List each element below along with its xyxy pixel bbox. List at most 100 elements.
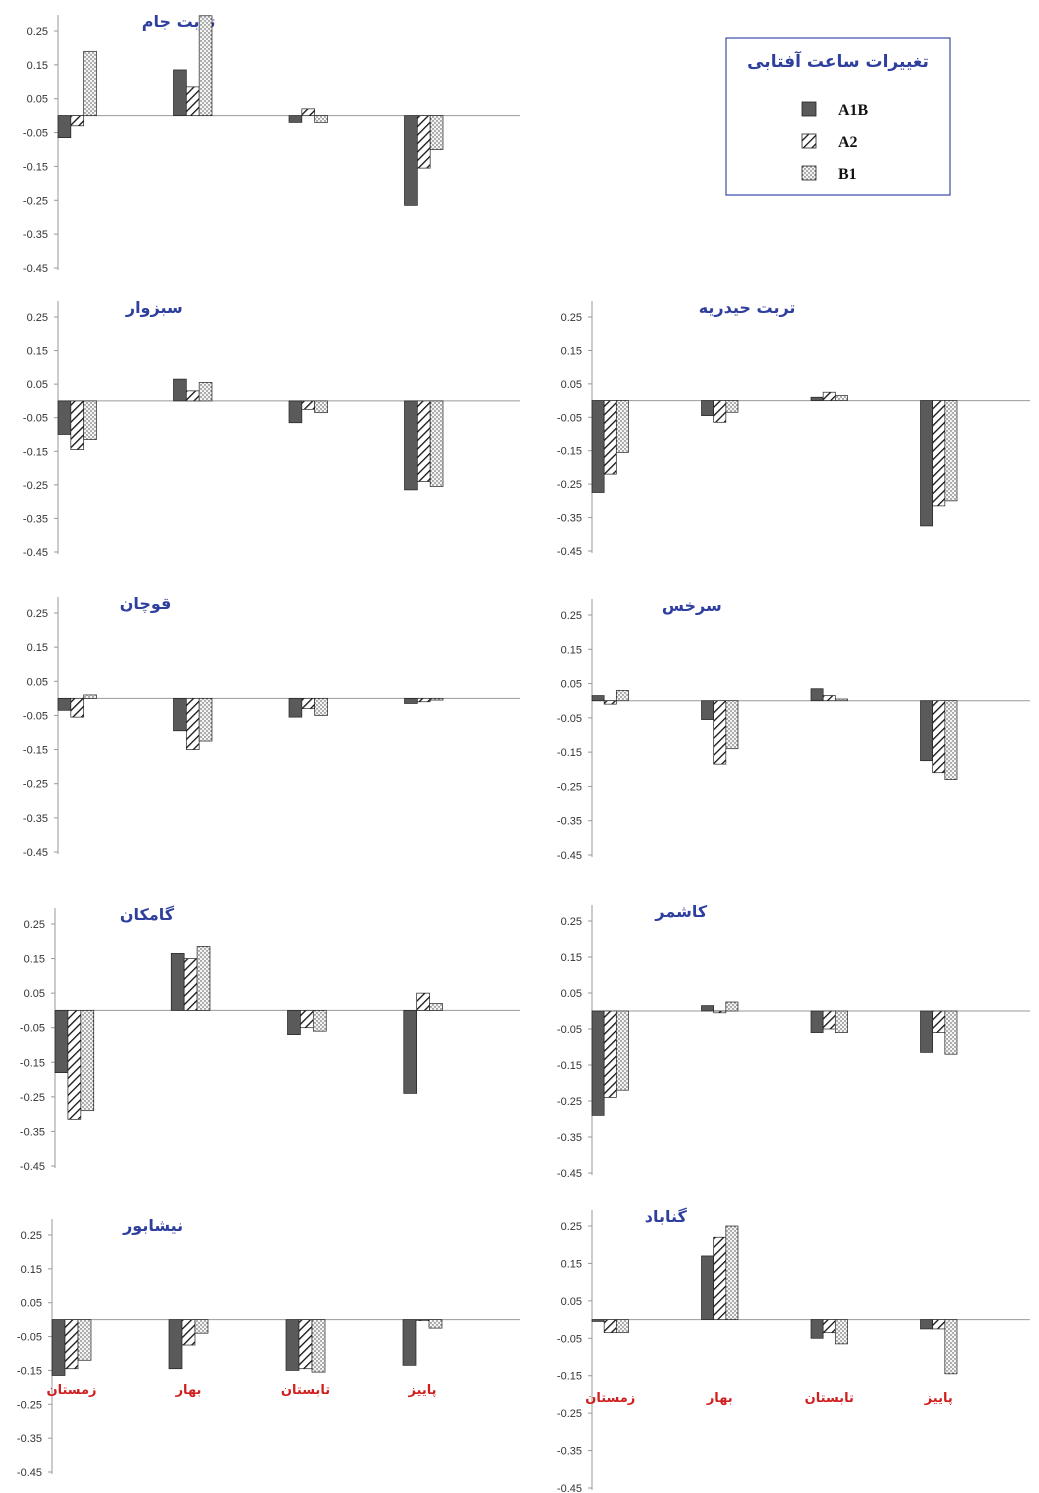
bar-winter-b1 [615, 1010, 629, 1091]
y-tick-label: -0.25 [557, 479, 582, 491]
bar-autumn-b1 [944, 1010, 958, 1055]
bar-winter-a1b [51, 1319, 66, 1376]
chart-title: تربت جام [142, 12, 216, 31]
y-tick-label: 0.05 [21, 1298, 42, 1310]
bar-spring-a2 [713, 1010, 727, 1014]
bar-autumn-a2 [416, 115, 431, 169]
bar-summer-b1 [312, 1010, 327, 1032]
bar-spring-b1 [725, 1225, 739, 1320]
chart-title: گناباد [645, 1207, 688, 1226]
bar-summer-a1b [287, 1010, 301, 1035]
bar-spring-a2 [185, 390, 200, 402]
y-tick-label: 0.25 [27, 608, 48, 620]
bar-spring-a2 [183, 958, 198, 1011]
y-tick-label: -0.05 [557, 1333, 582, 1345]
y-tick-label: 0.15 [561, 644, 582, 656]
bar-spring-a1b [701, 700, 715, 720]
y-tick-label: -0.15 [557, 1060, 582, 1072]
y-tick-label: 0.05 [561, 1296, 582, 1308]
chart-title: قوچان [120, 594, 172, 614]
bar-spring-a1b [173, 69, 187, 116]
bar-winter-a2 [603, 400, 617, 475]
bar-winter-a1b [57, 698, 72, 711]
bar-summer-a2 [300, 1010, 314, 1029]
season-label-winter: زمستان [46, 1383, 96, 1398]
bar-summer-a1b [810, 1010, 824, 1033]
bar-spring-a2 [713, 700, 727, 765]
bar-summer-a1b [288, 698, 303, 718]
season-label-winter: زمستان [585, 1391, 635, 1406]
bar-summer-b1 [314, 698, 328, 716]
bar-autumn-a1b [920, 700, 934, 762]
y-tick-label: 0.25 [21, 1230, 42, 1242]
y-tick-label: -0.05 [20, 1023, 45, 1035]
chart-panel-9: 0.25 0.15 0.05 -0.05 -0.15 -0.25 -0.35 -0.45 گنا… [557, 1207, 1030, 1493]
y-tick-label: -0.45 [23, 847, 48, 859]
legend-swatch-a1b [801, 101, 817, 117]
season-label-summer: تابستان [805, 1391, 854, 1406]
bar-autumn-a1b [920, 1319, 934, 1330]
y-tick-label: -0.05 [17, 1332, 42, 1344]
y-tick-label: -0.45 [557, 546, 582, 558]
y-tick-label: 0.25 [561, 610, 582, 622]
bar-winter-a2 [603, 1010, 617, 1098]
legend-frame [725, 37, 951, 196]
bar-autumn-b1 [429, 698, 444, 701]
y-tick-label: -0.25 [23, 195, 48, 207]
y-tick-label: -0.15 [23, 745, 48, 757]
bar-summer-a1b [288, 400, 303, 424]
bar-winter-b1 [80, 1010, 95, 1112]
bar-spring-a1b [173, 378, 187, 402]
bar-spring-a2 [713, 1236, 727, 1320]
y-tick-label: 0.25 [27, 26, 48, 38]
bar-autumn-b1 [429, 115, 444, 150]
bar-winter-a2 [64, 1319, 79, 1370]
bar-spring-a1b [170, 953, 185, 1011]
bar-autumn-a2 [416, 400, 431, 482]
y-tick-label: -0.15 [20, 1057, 45, 1069]
bar-spring-a2 [713, 400, 727, 423]
y-tick-label: -0.45 [557, 1483, 582, 1493]
bar-autumn-b1 [944, 400, 958, 502]
bar-spring-a2 [185, 86, 200, 116]
bar-autumn-a1b [920, 1010, 934, 1053]
chart-panel-8: 0.25 0.15 0.05 -0.05 -0.15 -0.25 -0.35 -0.45 نیش… [17, 1216, 520, 1479]
bar-summer-b1 [311, 1319, 326, 1373]
bar-spring-a1b [701, 400, 715, 416]
season-label-spring: بهار [175, 1383, 202, 1398]
bar-autumn-b1 [429, 1003, 443, 1011]
bar-summer-a1b [810, 396, 824, 401]
y-tick-label: 0.25 [24, 919, 45, 931]
bar-winter-a1b [591, 1010, 605, 1116]
y-tick-label: -0.15 [557, 1371, 582, 1383]
bar-summer-a1b [288, 115, 303, 123]
bar-autumn-a2 [932, 700, 946, 774]
y-tick-label: -0.45 [20, 1161, 45, 1173]
y-tick-label: -0.25 [17, 1399, 42, 1411]
y-tick-label: -0.45 [23, 547, 48, 559]
chart-title: سبزوار [125, 298, 183, 317]
season-label-spring: بهار [706, 1391, 733, 1406]
y-tick-label: 0.15 [561, 345, 582, 357]
y-tick-label: -0.45 [23, 263, 48, 275]
bar-autumn-a2 [932, 1319, 946, 1330]
bar-winter-b1 [83, 50, 97, 116]
chart-panel-5: 0.25 0.15 0.05 -0.05 -0.15 -0.25 -0.35 -0.45 سرخ… [557, 596, 1030, 862]
bar-spring-b1 [198, 382, 213, 402]
bar-autumn-b1 [429, 400, 444, 487]
y-tick-label: -0.25 [557, 1408, 582, 1420]
bar-winter-a1b [57, 115, 72, 139]
bar-autumn-a2 [932, 400, 946, 507]
y-tick-label: -0.05 [23, 128, 48, 140]
bar-winter-b1 [615, 400, 629, 453]
y-tick-label: -0.35 [557, 816, 582, 828]
y-tick-label: -0.45 [17, 1467, 42, 1479]
y-tick-label: 0.15 [21, 1264, 42, 1276]
bar-winter-a2 [603, 700, 617, 705]
bar-summer-a1b [810, 1319, 824, 1339]
y-tick-label: 0.15 [561, 952, 582, 964]
bar-summer-a2 [298, 1319, 313, 1370]
y-tick-label: 0.05 [27, 379, 48, 391]
y-tick-label: -0.35 [23, 229, 48, 241]
